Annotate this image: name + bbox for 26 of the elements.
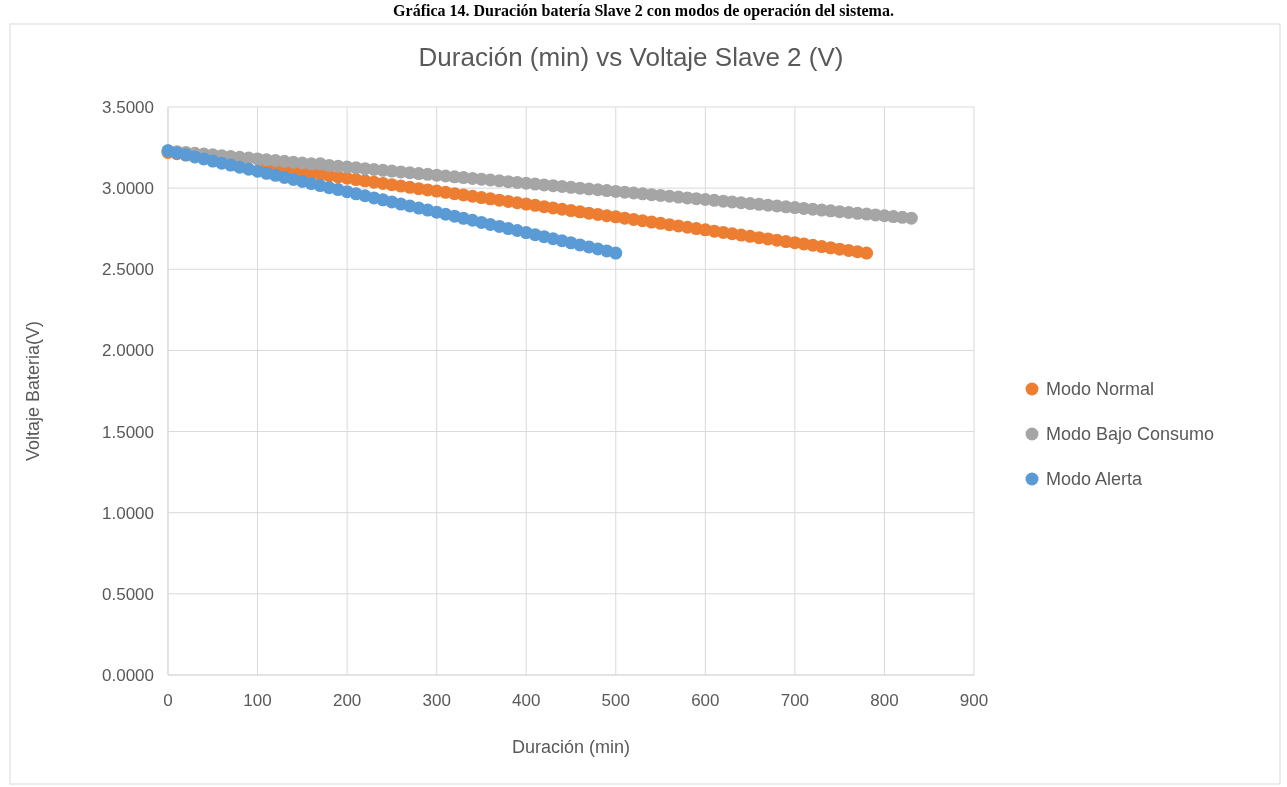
y-tick-label: 0.5000 (102, 584, 154, 604)
chart-title: Duración (min) vs Voltaje Slave 2 (V) (418, 42, 844, 72)
y-tick-label: 0.0000 (102, 665, 154, 685)
x-tick-label: 200 (332, 691, 362, 710)
x-tick-label: 400 (512, 691, 541, 710)
x-tick-label: 500 (601, 691, 630, 710)
y-tick-label: 1.0000 (102, 503, 154, 523)
x-axis-title: Duración (min) (511, 737, 631, 757)
point (609, 246, 623, 260)
y-tick-label: 2.5000 (102, 260, 154, 280)
y-tick-label: 1.5000 (102, 422, 154, 442)
x-tick-label: 100 (243, 691, 272, 710)
x-tick-label: 600 (691, 691, 720, 710)
x-tick-label: 0 (163, 691, 173, 710)
x-tick-label: 900 (959, 691, 989, 710)
y-tick-label: 3.0000 (102, 179, 154, 199)
y-tick-label: 3.5000 (102, 97, 154, 117)
legend-label: Modo Bajo Consumo (1046, 424, 1215, 445)
y-axis-title: Voltaje Bateria(V) (23, 320, 43, 462)
x-tick-label: 700 (780, 691, 810, 710)
x-tick-label: 800 (870, 691, 899, 710)
legend-label: Modo Alerta (1046, 469, 1144, 490)
y-tick-label: 2.0000 (102, 341, 154, 361)
text: Gráfica 14. Duración batería Slave 2 con modos de operación del sistema. (393, 2, 894, 20)
legend-label: Modo Normal (1046, 379, 1155, 400)
x-tick-label: 300 (422, 691, 451, 710)
